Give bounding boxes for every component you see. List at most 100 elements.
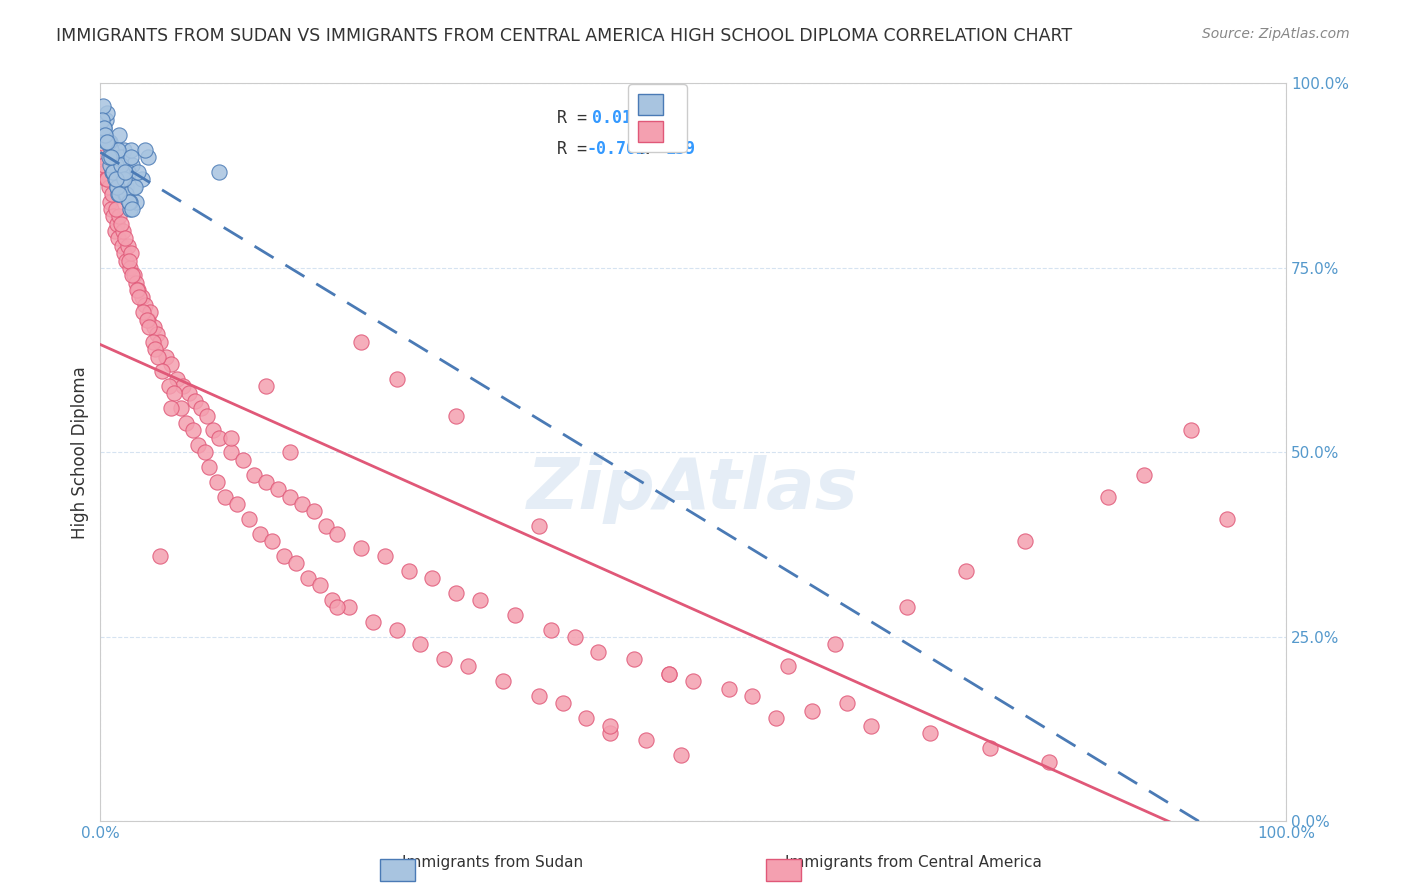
Point [111,224,134,238]
Point [112,172,135,186]
Point [765,711,787,725]
Text: N =: N = [640,110,681,128]
Point [623,652,645,666]
Point [634,733,657,747]
Point [225,497,247,511]
Point [232,453,254,467]
Point [658,666,681,681]
Point [385,623,408,637]
Point [94,165,117,179]
Point [103,172,125,186]
Text: IMMIGRANTS FROM SUDAN VS IMMIGRANTS FROM CENTRAL AMERICA HIGH SCHOOL DIPLOMA COR: IMMIGRANTS FROM SUDAN VS IMMIGRANTS FROM… [56,27,1073,45]
Point [103,165,125,179]
Point [96,172,118,186]
Point [135,312,157,326]
Point [134,298,156,312]
Point [1180,423,1202,437]
Point [1038,756,1060,770]
Point [385,371,408,385]
Text: Immigrants from Central America: Immigrants from Central America [786,855,1042,870]
Point [117,165,139,179]
Point [114,187,136,202]
Point [146,327,169,342]
Point [127,283,149,297]
Point [717,681,740,696]
Point [420,571,443,585]
Point [124,179,146,194]
Point [141,334,163,349]
Text: 0.016: 0.016 [592,110,643,128]
Point [671,747,693,762]
Point [96,113,118,128]
Point [321,593,343,607]
Point [184,393,207,408]
Point [1132,467,1154,482]
Point [115,179,138,194]
Point [896,600,918,615]
Point [155,350,177,364]
Point [575,711,598,725]
Point [118,194,141,209]
Point [94,128,117,142]
Point [118,194,141,209]
Point [96,172,118,186]
Point [132,305,155,319]
Point [468,593,491,607]
Point [122,179,145,194]
Point [120,143,142,157]
Point [121,268,143,283]
Point [118,202,141,216]
Point [121,202,143,216]
Point [149,334,172,349]
Point [174,416,197,430]
Point [540,623,562,637]
Point [96,136,118,150]
Point [326,526,349,541]
Text: R =: R = [557,139,596,158]
Point [136,150,159,164]
Point [91,150,114,164]
Point [170,401,193,416]
Text: -0.762: -0.762 [586,139,647,158]
Point [115,187,138,202]
Point [110,217,132,231]
Point [166,371,188,385]
Point [920,726,942,740]
Point [195,409,218,423]
Point [114,165,136,179]
Point [93,120,115,135]
Point [599,718,621,732]
Text: R =: R = [557,110,607,128]
Point [837,697,859,711]
Point [285,556,308,570]
Point [350,541,373,556]
Point [291,497,314,511]
Point [114,231,136,245]
Point [160,357,183,371]
Point [118,253,141,268]
Point [120,150,142,164]
Point [198,460,221,475]
Point [398,564,420,578]
Point [110,158,132,172]
Point [179,386,201,401]
Point [112,143,135,157]
Point [121,158,143,172]
Point [741,689,763,703]
Point [361,615,384,630]
Point [97,136,120,150]
Point [505,607,527,622]
Point [105,217,128,231]
Point [409,637,432,651]
Point [111,165,134,179]
Point [98,158,121,172]
Point [101,187,124,202]
Point [108,187,131,202]
Point [682,674,704,689]
Y-axis label: High School Diploma: High School Diploma [72,366,89,539]
Point [134,143,156,157]
Point [143,342,166,356]
Point [181,423,204,437]
Point [110,150,132,164]
Point [104,158,127,172]
